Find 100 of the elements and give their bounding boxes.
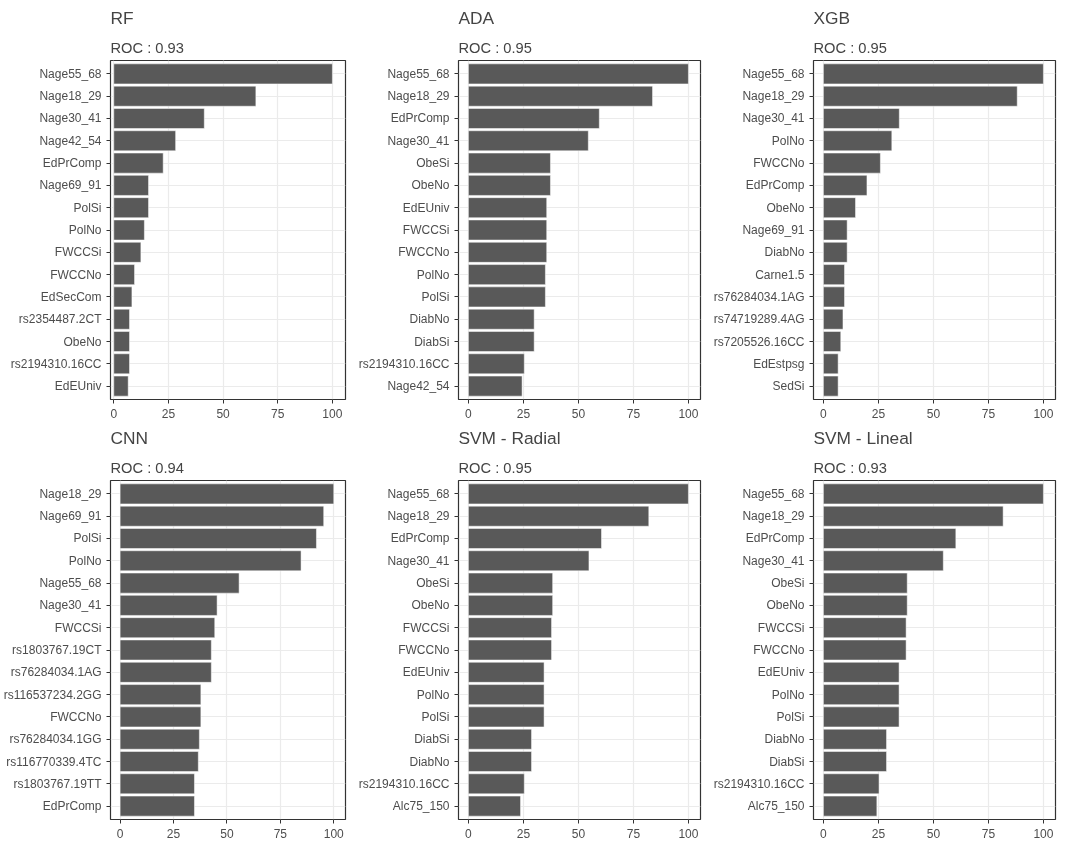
y-tick-label: FWCCNo bbox=[398, 643, 450, 657]
y-tick-label: Nage30_41 bbox=[39, 111, 102, 126]
y-tick-label: DiabNo bbox=[409, 754, 450, 769]
x-tick-label: 0 bbox=[116, 826, 124, 841]
x-tick-label: 100 bbox=[678, 826, 699, 841]
y-tick-label: EdSecCom bbox=[40, 289, 102, 304]
x-tick-label: 0 bbox=[820, 406, 828, 421]
y-tick-label: Nage18_29 bbox=[39, 486, 102, 501]
x-tick-label: 25 bbox=[871, 406, 886, 421]
x-tick-label: 100 bbox=[322, 406, 343, 421]
y-tick-label: ObeNo bbox=[411, 178, 450, 193]
chart-subtitle: ROC : 0.93 bbox=[813, 459, 887, 476]
x-tick-label: 0 bbox=[820, 826, 828, 841]
y-tick-label: FWCCSi bbox=[402, 223, 450, 237]
y-tick-label: ObeNo bbox=[766, 598, 805, 613]
y-tick-label: PolNo bbox=[68, 553, 102, 568]
chart-title: SVM - Lineal bbox=[813, 427, 913, 448]
y-tick-label: EdPrComp bbox=[745, 178, 805, 193]
chart-title: ADA bbox=[458, 7, 495, 28]
x-tick-label: 100 bbox=[1033, 826, 1054, 841]
y-tick-label: rs2194310.16CC bbox=[358, 356, 450, 371]
y-tick-label: EdPrComp bbox=[390, 111, 450, 126]
y-tick-label: Nage30_41 bbox=[39, 598, 102, 613]
chart-subtitle: ROC : 0.95 bbox=[458, 459, 532, 476]
y-tick-label: FWCCNo bbox=[753, 643, 805, 657]
y-tick-label: FWCCNo bbox=[50, 709, 102, 724]
y-tick-label: ObeSi bbox=[771, 576, 805, 591]
y-tick-label: rs2194310.16CC bbox=[358, 776, 450, 791]
y-tick-label: DiabNo bbox=[764, 732, 805, 747]
y-tick-label: Nage30_41 bbox=[742, 111, 805, 126]
x-tick-label: 25 bbox=[516, 826, 531, 841]
y-tick-label: Nage30_41 bbox=[742, 553, 805, 568]
y-tick-label: EdEstpsg bbox=[753, 356, 805, 371]
y-tick-label: PolNo bbox=[771, 687, 805, 702]
y-tick-label: PolSi bbox=[421, 709, 450, 724]
chart-subtitle: ROC : 0.95 bbox=[813, 39, 887, 56]
y-tick-label: DiabSi bbox=[414, 732, 450, 747]
y-tick-label: Alc75_150 bbox=[392, 799, 450, 814]
y-tick-label: PolNo bbox=[416, 687, 450, 702]
y-tick-label: PolSi bbox=[73, 200, 102, 215]
y-tick-label: EdPrComp bbox=[390, 531, 450, 546]
y-tick-label: PolSi bbox=[421, 289, 450, 304]
y-tick-label: FWCCSi bbox=[54, 620, 102, 635]
y-tick-label: Nage30_41 bbox=[387, 553, 450, 568]
y-tick-label: Nage18_29 bbox=[742, 89, 805, 104]
x-tick-label: 25 bbox=[161, 406, 176, 421]
chart-title: XGB bbox=[813, 7, 851, 28]
y-tick-label: rs76284034.1GG bbox=[9, 732, 102, 747]
y-tick-label: Nage42_54 bbox=[387, 379, 450, 394]
y-tick-label: rs2194310.16CC bbox=[713, 776, 805, 791]
y-tick-label: rs116770339.4TC bbox=[6, 754, 102, 769]
x-tick-label: 50 bbox=[216, 406, 231, 421]
x-tick-label: 0 bbox=[465, 406, 473, 421]
x-tick-label: 50 bbox=[926, 406, 941, 421]
y-tick-label: FWCCSi bbox=[757, 620, 805, 635]
x-tick-label: 50 bbox=[220, 826, 234, 841]
y-tick-label: rs74719289.4AG bbox=[713, 312, 805, 327]
x-tick-label: 75 bbox=[626, 406, 641, 421]
y-tick-label: EdEUniv bbox=[402, 665, 450, 680]
y-tick-label: Carne1.5 bbox=[755, 267, 805, 282]
chart-title: RF bbox=[110, 7, 134, 28]
x-tick-label: 25 bbox=[166, 826, 181, 841]
x-tick-label: 50 bbox=[926, 826, 941, 841]
x-tick-label: 75 bbox=[981, 406, 996, 421]
x-tick-label: 50 bbox=[571, 826, 586, 841]
y-tick-label: FWCCNo bbox=[50, 267, 102, 282]
chart-subtitle: ROC : 0.95 bbox=[458, 39, 532, 56]
x-tick-label: 25 bbox=[871, 826, 886, 841]
y-tick-label: rs116537234.2GG bbox=[3, 687, 102, 702]
x-tick-label: 25 bbox=[516, 406, 531, 421]
y-tick-label: rs76284034.1AG bbox=[10, 665, 102, 680]
y-tick-label: PolNo bbox=[771, 133, 805, 148]
x-tick-label: 0 bbox=[110, 406, 118, 421]
y-tick-label: ObeNo bbox=[63, 334, 102, 349]
chart-subtitle: ROC : 0.94 bbox=[110, 459, 184, 476]
y-tick-label: rs1803767.19CT bbox=[12, 643, 103, 657]
y-tick-label: EdPrComp bbox=[42, 156, 102, 171]
y-tick-label: Nage69_91 bbox=[39, 178, 102, 193]
y-tick-label: SedSi bbox=[772, 379, 805, 394]
y-tick-label: PolSi bbox=[776, 709, 805, 724]
x-tick-label: 75 bbox=[271, 406, 285, 421]
y-tick-label: EdEUniv bbox=[402, 200, 450, 215]
y-tick-label: ObeSi bbox=[416, 156, 450, 171]
y-tick-label: Nage69_91 bbox=[39, 509, 102, 524]
chart-subtitle: ROC : 0.93 bbox=[110, 39, 184, 56]
y-tick-label: ObeNo bbox=[411, 598, 450, 613]
y-tick-label: Nage18_29 bbox=[39, 89, 102, 104]
y-tick-label: Nage18_29 bbox=[387, 89, 450, 104]
y-tick-label: ObeNo bbox=[766, 200, 805, 215]
y-tick-label: FWCCNo bbox=[753, 156, 805, 171]
y-tick-label: Nage18_29 bbox=[742, 509, 805, 524]
x-tick-label: 75 bbox=[981, 826, 996, 841]
y-tick-label: EdPrComp bbox=[42, 799, 102, 814]
y-tick-label: Nage55_68 bbox=[387, 66, 450, 81]
y-tick-label: rs7205526.16CC bbox=[713, 334, 805, 349]
chart-title: SVM - Radial bbox=[458, 427, 561, 448]
x-tick-label: 50 bbox=[571, 406, 586, 421]
y-tick-label: Nage30_41 bbox=[387, 133, 450, 148]
y-tick-label: FWCCNo bbox=[398, 245, 450, 260]
y-tick-label: DiabNo bbox=[409, 312, 450, 327]
